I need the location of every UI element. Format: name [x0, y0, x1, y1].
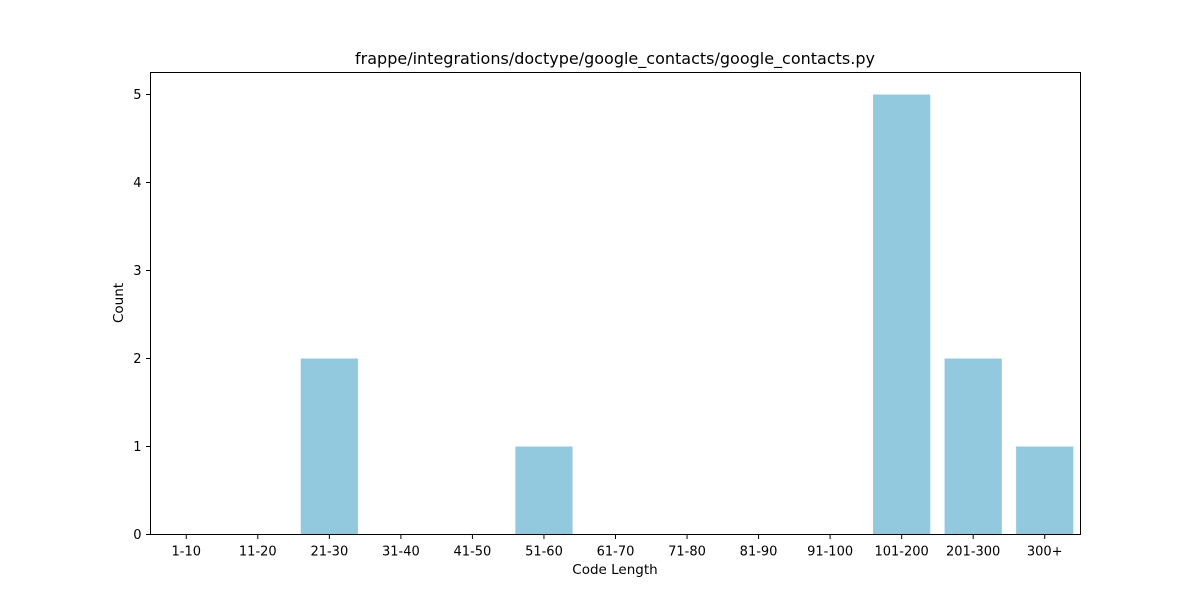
y-tick-label: 2 — [133, 352, 141, 367]
x-tick-label: 31-40 — [382, 545, 420, 560]
x-tick-label: 51-60 — [525, 545, 563, 560]
bar-201-300 — [944, 358, 1002, 535]
bars-layer — [300, 94, 1074, 535]
chart-title: frappe/integrations/doctype/google_conta… — [355, 49, 875, 69]
y-tick-label: 4 — [133, 176, 141, 191]
bar-101-200 — [873, 94, 931, 535]
x-tick-label: 101-200 — [874, 545, 928, 560]
bar-51-60 — [515, 446, 573, 535]
ticks-layer: 1-10 11-20 21-30 31-40 41-50 51-60 61-70 71-80 8… — [133, 88, 1062, 560]
x-tick-label: 71-80 — [668, 545, 706, 560]
x-tick-label: 81-90 — [740, 545, 778, 560]
x-tick-label: 91-100 — [807, 545, 853, 560]
x-tick-label: 61-70 — [597, 545, 635, 560]
y-tick-label: 0 — [133, 528, 141, 543]
y-tick-label: 5 — [133, 88, 141, 103]
x-tick-label: 300+ — [1027, 545, 1063, 560]
x-tick-label: 21-30 — [310, 545, 348, 560]
bar-21-30 — [300, 358, 358, 535]
plot-frame — [150, 72, 1081, 535]
x-tick-label: 11-20 — [239, 545, 277, 560]
bar-300+ — [1016, 446, 1074, 535]
x-tick-label: 41-50 — [454, 545, 492, 560]
y-tick-label: 3 — [133, 264, 141, 279]
x-axis-label: Code Length — [572, 562, 657, 578]
y-axis-label: Count — [111, 283, 127, 323]
y-tick-label: 1 — [133, 440, 141, 455]
x-tick-label: 1-10 — [172, 545, 202, 560]
x-tick-label: 201-300 — [946, 545, 1000, 560]
